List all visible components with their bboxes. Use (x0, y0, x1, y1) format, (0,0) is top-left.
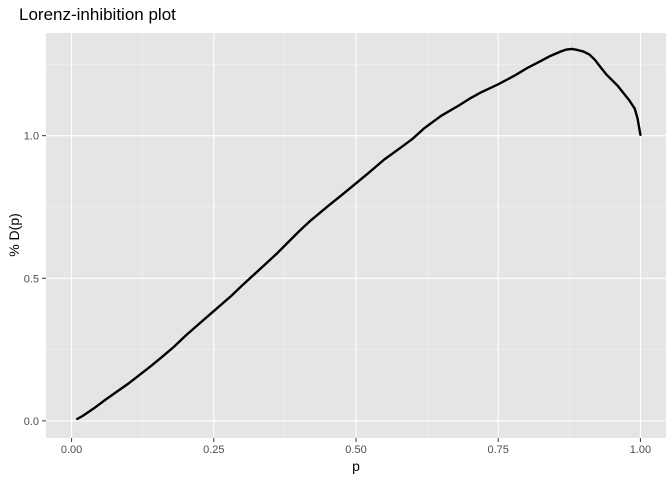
chart-title: Lorenz-inhibition plot (19, 5, 176, 24)
x-tick-label: 0.00 (61, 444, 82, 456)
x-tick-label: 1.00 (630, 444, 651, 456)
x-axis-title: p (352, 458, 360, 474)
x-tick-labels: 0.00 0.25 0.50 0.75 1.00 (61, 444, 651, 456)
y-tick-labels: 0.0 0.5 1.0 (24, 131, 39, 428)
y-axis-title: % D(p) (6, 213, 22, 257)
y-tick-label: 0.0 (24, 416, 39, 428)
major-gridlines (46, 33, 666, 438)
axis-ticks (42, 135, 641, 442)
x-tick-label: 0.75 (487, 444, 508, 456)
y-tick-label: 1.0 (24, 131, 39, 143)
y-tick-label: 0.5 (24, 273, 39, 285)
x-tick-label: 0.50 (345, 444, 366, 456)
x-tick-label: 0.25 (203, 444, 224, 456)
series-line (76, 47, 642, 421)
